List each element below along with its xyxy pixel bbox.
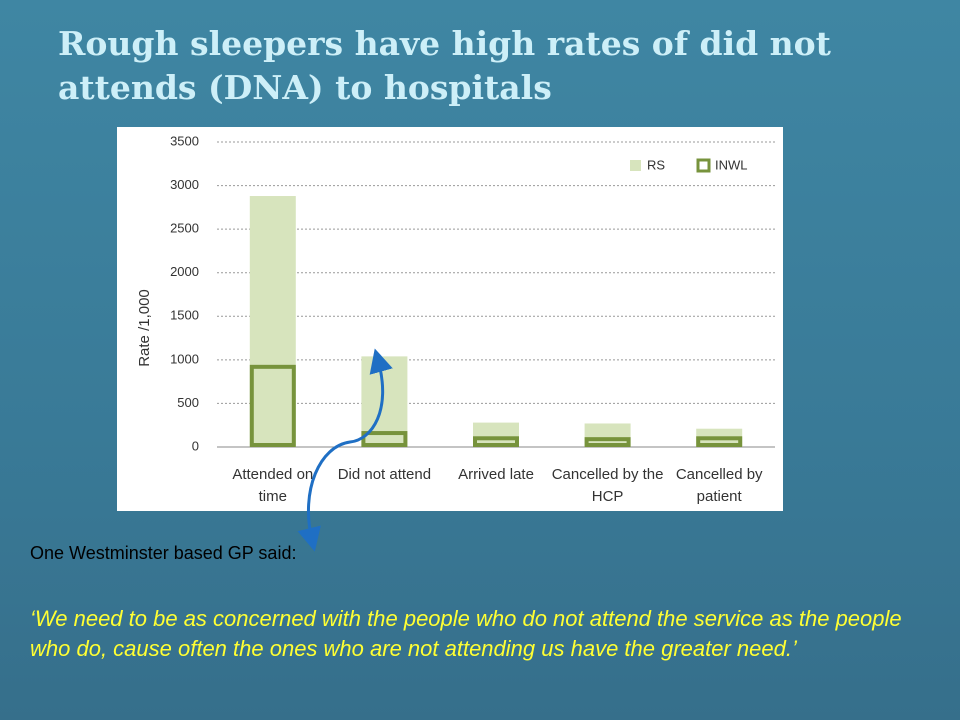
bar-outline: [473, 436, 519, 447]
bar: [473, 422, 519, 447]
y-tick-label: 1500: [170, 308, 199, 323]
arrow: [297, 348, 393, 552]
slide-title: Rough sleepers have high rates of did no…: [58, 24, 831, 107]
legend-label: RS: [647, 157, 665, 172]
y-tick-label: 2000: [170, 264, 199, 279]
y-tick-label: 0: [192, 438, 199, 453]
x-tick-label: Attended on time: [232, 466, 314, 505]
y-axis-label: Rate /1,000: [136, 289, 153, 367]
bar: [249, 196, 296, 447]
legend-label: INWL: [715, 157, 748, 172]
y-tick-label: 1000: [170, 351, 199, 366]
y-tick-label: 3500: [170, 133, 199, 148]
chart-background: [117, 127, 783, 511]
bar-outline: [696, 436, 743, 447]
quote: ‘We need to be as concerned with the peo…: [30, 606, 902, 661]
x-tick-label: Cancelled by the HCP: [551, 466, 664, 505]
x-tick-label: Arrived late: [458, 466, 534, 483]
legend-swatch: [696, 158, 711, 173]
bar-outline: [249, 364, 296, 448]
x-tick-label: Cancelled by patient: [675, 466, 763, 505]
caption: One Westminster based GP said:: [30, 543, 297, 563]
x-tick-label: Did not attend: [337, 466, 432, 483]
legend-swatch: [630, 160, 641, 171]
arrow-line: [297, 348, 393, 552]
y-tick-label: 2500: [170, 221, 199, 236]
y-tick-label: 3000: [170, 177, 199, 192]
bar-outline: [584, 437, 631, 447]
y-tick-label: 500: [177, 395, 199, 410]
